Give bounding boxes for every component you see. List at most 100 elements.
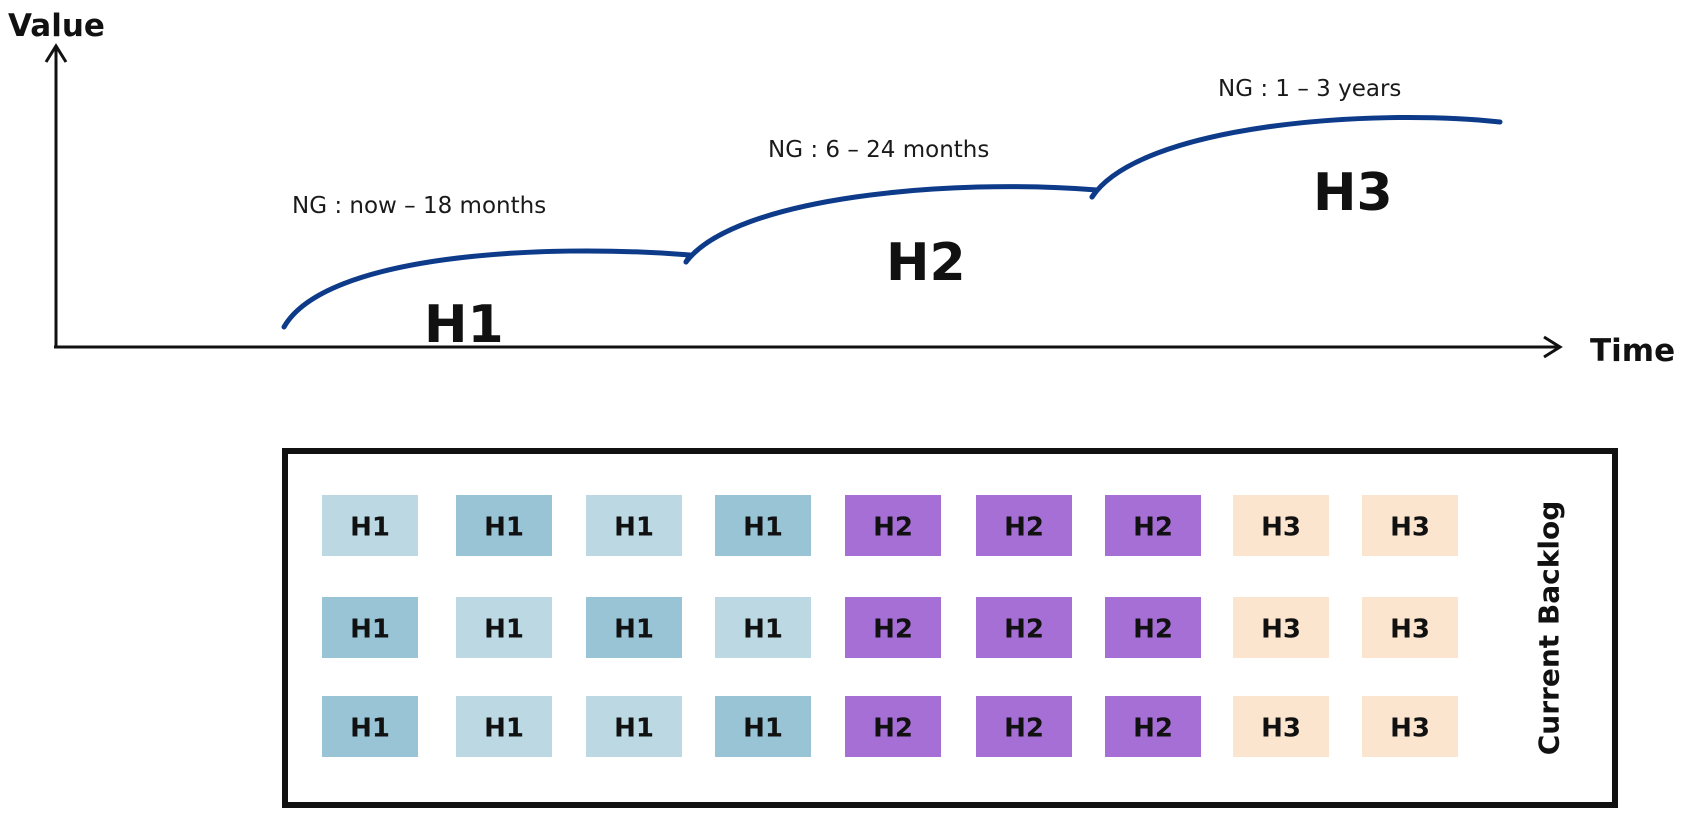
backlog-tile-box	[715, 597, 811, 658]
backlog-tile-box	[586, 495, 682, 556]
backlog-tile: H1	[715, 597, 811, 658]
backlog-tile: H1	[715, 495, 811, 556]
backlog-tile: H2	[845, 597, 941, 658]
backlog-tile-box	[715, 495, 811, 556]
backlog-tile-box	[976, 597, 1072, 658]
horizon-curves	[281, 115, 1503, 330]
backlog-tile: H2	[1105, 495, 1201, 556]
backlog-tile-label: H1	[350, 513, 390, 543]
backlog-tile-box	[1362, 597, 1458, 658]
backlog-tile-box	[456, 495, 552, 556]
backlog-tile-label: H3	[1390, 714, 1430, 744]
backlog-tile-label: H1	[350, 714, 390, 744]
backlog-tile-box	[715, 696, 811, 757]
backlog-tile: H1	[715, 696, 811, 757]
backlog-tile-box	[1105, 696, 1201, 757]
backlog-tile-label: H2	[873, 615, 913, 645]
backlog-tile-label: H2	[1004, 513, 1044, 543]
backlog-tile-label: H1	[484, 513, 524, 543]
backlog-tile-box	[1362, 696, 1458, 757]
backlog-tile-label: H3	[1261, 513, 1301, 543]
backlog-tile: H2	[1105, 597, 1201, 658]
backlog-tile: H1	[322, 597, 418, 658]
backlog-tile-label: H1	[350, 615, 390, 645]
x-axis-label: Time	[1590, 333, 1675, 369]
backlog-tile-box	[845, 696, 941, 757]
backlog-tile: H3	[1233, 597, 1329, 658]
backlog-tile: H2	[976, 597, 1072, 658]
backlog-tile-box	[1233, 696, 1329, 757]
backlog-tile-box	[1105, 597, 1201, 658]
backlog-tile-label: H2	[873, 714, 913, 744]
backlog-tile-label: H3	[1261, 714, 1301, 744]
backlog-tile-label: H1	[614, 513, 654, 543]
backlog-tile-label: H3	[1390, 513, 1430, 543]
backlog-tile: H1	[586, 696, 682, 757]
y-axis-arrowhead	[44, 43, 68, 63]
backlog-tile-label: H3	[1261, 615, 1301, 645]
backlog-tile-label: H2	[1133, 714, 1173, 744]
backlog-tile-box	[322, 495, 418, 556]
h1-timeframe-label: NG : now – 18 months	[292, 193, 546, 219]
h3-timeframe-label: NG : 1 – 3 years	[1218, 76, 1401, 102]
backlog-tile-label: H1	[743, 714, 783, 744]
backlog-tile-label: H3	[1390, 615, 1430, 645]
backlog-tile-label: H2	[873, 513, 913, 543]
x-axis-arrowhead	[1543, 335, 1563, 359]
h1-label: H1	[424, 295, 504, 355]
backlog-panel: H1 H1 H1 H1 H2 H2 H2 H3 H3 H1 H1 H1 H1 H2 H2 H2 H3 H3 H1 H1…	[282, 448, 1618, 808]
backlog-tile: H1	[456, 495, 552, 556]
h1-curve	[281, 248, 693, 330]
axes: Value Time	[8, 8, 1675, 369]
backlog-tile-label: H2	[1133, 513, 1173, 543]
backlog-tile-box	[456, 597, 552, 658]
backlog-tile-box	[586, 696, 682, 757]
backlog-tile-box	[322, 696, 418, 757]
backlog-tile-label: H2	[1004, 615, 1044, 645]
backlog-tile-label: H1	[743, 513, 783, 543]
backlog-tile: H2	[976, 495, 1072, 556]
backlog-tile-box	[1105, 495, 1201, 556]
backlog-tile-label: H1	[743, 615, 783, 645]
backlog-tile-label: H1	[614, 714, 654, 744]
backlog-tile: H3	[1362, 597, 1458, 658]
backlog-tile-label: H1	[484, 714, 524, 744]
backlog-tile: H3	[1233, 495, 1329, 556]
backlog-tile-box	[456, 696, 552, 757]
backlog-tile-label: H2	[1004, 714, 1044, 744]
backlog-tile: H2	[1105, 696, 1201, 757]
backlog-tile-box	[845, 597, 941, 658]
h2-label: H2	[886, 233, 966, 293]
backlog-tile-box	[586, 597, 682, 658]
backlog-tile-box	[1233, 495, 1329, 556]
h3-label: H3	[1313, 163, 1393, 223]
backlog-title: Current Backlog	[1533, 501, 1566, 756]
backlog-tile-box	[976, 696, 1072, 757]
backlog-tile: H3	[1362, 696, 1458, 757]
backlog-tile-box	[845, 495, 941, 556]
backlog-tile-box	[1362, 495, 1458, 556]
backlog-tile-box	[976, 495, 1072, 556]
backlog-tile: H1	[322, 495, 418, 556]
backlog-tile: H1	[322, 696, 418, 757]
y-axis-label: Value	[8, 8, 105, 44]
backlog-tile-label: H2	[1133, 615, 1173, 645]
backlog-tile: H1	[456, 597, 552, 658]
backlog-tile: H1	[586, 495, 682, 556]
h2-timeframe-label: NG : 6 – 24 months	[768, 137, 989, 163]
backlog-tile-box	[1233, 597, 1329, 658]
h3-curve	[1089, 115, 1503, 200]
backlog-grid: H1 H1 H1 H1 H2 H2 H2 H3 H3 H1 H1 H1 H1 H2 H2 H2 H3 H3 H1 H1…	[322, 495, 1458, 757]
backlog-tile: H3	[1362, 495, 1458, 556]
backlog-tile: H2	[845, 495, 941, 556]
backlog-tile: H1	[456, 696, 552, 757]
h2-curve	[683, 184, 1100, 265]
backlog-tile-box	[322, 597, 418, 658]
backlog-tile-label: H1	[614, 615, 654, 645]
backlog-tile-label: H1	[484, 615, 524, 645]
backlog-tile: H1	[586, 597, 682, 658]
backlog-tile: H2	[845, 696, 941, 757]
backlog-tile: H2	[976, 696, 1072, 757]
